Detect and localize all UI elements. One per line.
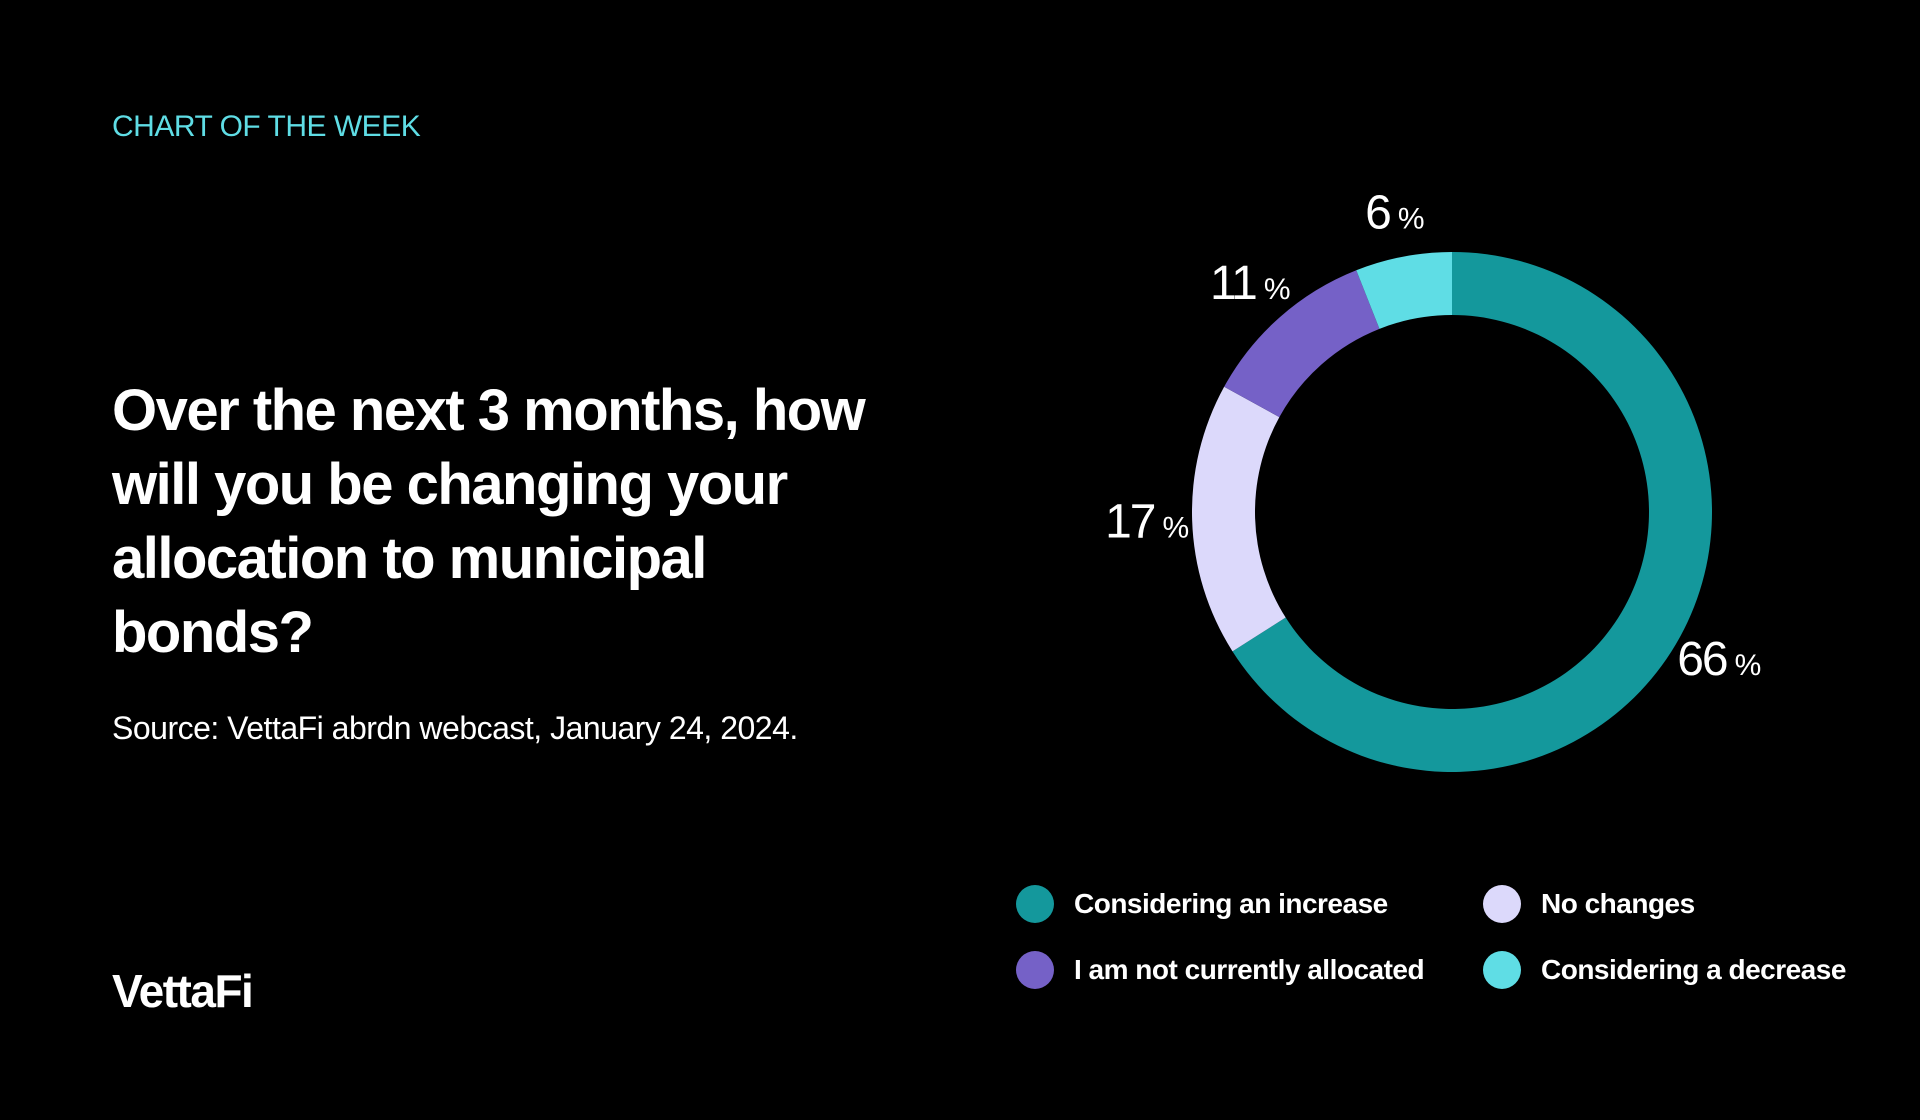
donut-chart: 66 % 17 % 11 % 6% — [1105, 186, 1761, 772]
legend-label: No changes — [1541, 888, 1695, 919]
legend-item-considering-an-increase: Considering an increase — [1016, 884, 1388, 924]
legend-item-i-am-not-currently-allocated: I am not currently allocated — [1016, 950, 1425, 990]
slice-value-label: 17% — [1105, 496, 1189, 549]
legend-item-no-changes: No changes — [1483, 884, 1695, 924]
legend-swatch — [1483, 885, 1521, 923]
legend-swatch — [1483, 951, 1521, 989]
legend-label: Considering a decrease — [1541, 954, 1846, 985]
legend-swatch — [1016, 885, 1054, 923]
slice-value-label: 11% — [1210, 257, 1291, 310]
slice-considering-a-decrease — [1356, 252, 1452, 329]
slice-no-changes — [1192, 386, 1286, 652]
kicker-label: CHART OF THE WEEK — [112, 110, 421, 143]
slice-i-am-not-currently-allocated — [1224, 270, 1380, 418]
donut-slices — [1192, 252, 1712, 772]
slice-value-label: 6% — [1365, 186, 1424, 239]
legend-swatch — [1016, 951, 1054, 989]
legend-label: Considering an increase — [1074, 888, 1388, 919]
chart-title: Over the next 3 months, how will you be … — [112, 378, 866, 665]
vettafi-logo: VettaFi — [112, 965, 254, 1017]
source-note: Source: VettaFi abrdn webcast, January 2… — [112, 710, 798, 746]
donut-labels: 66 % 17 % 11 % 6% — [1105, 186, 1761, 686]
legend-item-considering-a-decrease: Considering a decrease — [1483, 950, 1846, 990]
legend-label: I am not currently allocated — [1074, 954, 1425, 985]
slice-value-label: 66% — [1677, 633, 1761, 686]
